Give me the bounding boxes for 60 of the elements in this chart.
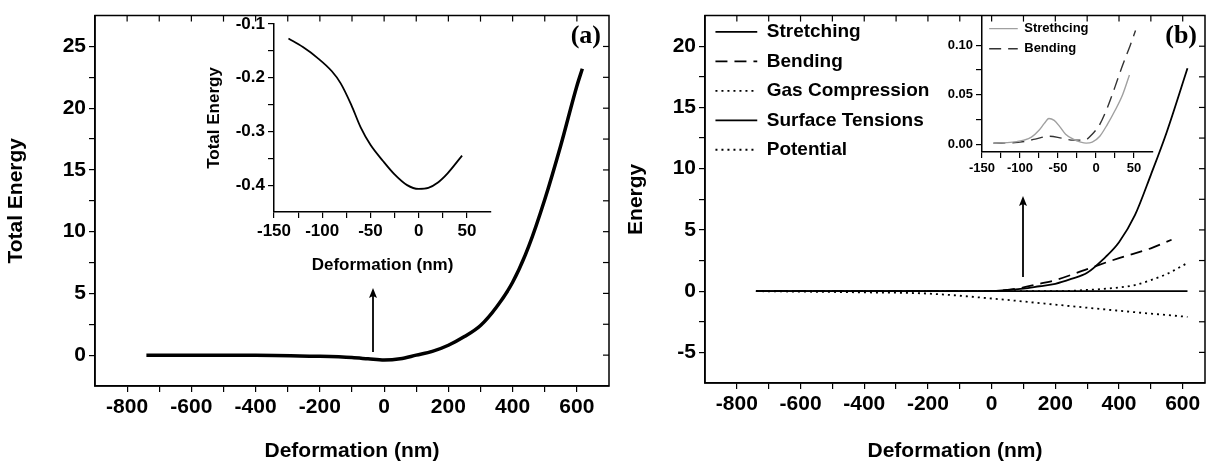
x-tick-label: 200 bbox=[430, 394, 466, 418]
y-tick-label: 0.10 bbox=[947, 36, 973, 52]
y-tick-label: 0.05 bbox=[947, 86, 973, 102]
x-tick-label: -50 bbox=[1048, 160, 1068, 176]
legend-label: Potential bbox=[766, 137, 847, 159]
y-tick-label: 25 bbox=[62, 33, 87, 57]
x-tick-label: 200 bbox=[1037, 391, 1073, 415]
x-tick-label: 0 bbox=[413, 220, 424, 240]
legend-label: Bending bbox=[766, 49, 843, 71]
y-axis-title: Total Energy bbox=[3, 137, 27, 264]
x-tick-label: -150 bbox=[968, 160, 996, 176]
x-axis-title: Deformation (nm) bbox=[264, 438, 440, 462]
y-tick-label: 5 bbox=[74, 280, 87, 304]
y-tick-label: 0 bbox=[684, 277, 696, 301]
x-tick-label: 0 bbox=[985, 391, 998, 415]
legend-label: Bending bbox=[1024, 40, 1077, 56]
x-tick-label: -400 bbox=[234, 394, 277, 418]
x-tick-label: -200 bbox=[906, 391, 949, 415]
x-tick-label: 400 bbox=[1101, 391, 1137, 415]
y-axis-title: Total Energy bbox=[203, 66, 223, 169]
x-tick-label: 50 bbox=[1126, 160, 1142, 176]
y-tick-label: -0.4 bbox=[235, 174, 266, 194]
y-axis-title: Energy bbox=[623, 163, 647, 235]
x-tick-label: -200 bbox=[298, 394, 341, 418]
y-tick-label: -0.3 bbox=[235, 121, 265, 141]
y-tick-label: 5 bbox=[684, 216, 697, 240]
x-tick-label: 0 bbox=[378, 394, 390, 418]
y-tick-label: 20 bbox=[672, 33, 696, 57]
y-tick-label: -5 bbox=[677, 339, 697, 363]
annotation: (b) bbox=[1165, 20, 1197, 50]
x-tick-label: 600 bbox=[559, 394, 595, 418]
legend-label: Strethcing bbox=[1024, 20, 1089, 36]
y-tick-label: 0 bbox=[74, 341, 86, 365]
x-axis-title: Deformation (nm) bbox=[867, 438, 1043, 462]
y-tick-label: 10 bbox=[62, 218, 86, 242]
x-tick-label: 50 bbox=[457, 220, 477, 240]
y-tick-label: 10 bbox=[672, 155, 696, 179]
x-tick-label: -100 bbox=[1006, 160, 1034, 176]
y-tick-label: 15 bbox=[672, 94, 697, 118]
x-tick-label: -600 bbox=[170, 394, 213, 418]
x-tick-label: -50 bbox=[358, 220, 383, 240]
y-tick-label: 15 bbox=[62, 156, 87, 180]
x-tick-label: -100 bbox=[305, 220, 340, 240]
x-tick-label: 600 bbox=[1165, 391, 1201, 415]
legend-label: Gas Compression bbox=[766, 79, 930, 101]
x-axis-title: Deformation (nm) bbox=[311, 255, 454, 275]
annotation: (a) bbox=[570, 20, 601, 50]
x-tick-label: -600 bbox=[779, 391, 822, 415]
x-tick-label: 400 bbox=[495, 394, 531, 418]
x-tick-label: -150 bbox=[256, 220, 292, 240]
x-tick-label: 0 bbox=[1092, 160, 1100, 176]
y-tick-label: -0.2 bbox=[235, 67, 265, 87]
y-tick-label: -0.1 bbox=[235, 13, 265, 33]
y-tick-label: 0.00 bbox=[947, 135, 973, 151]
legend-label: Stretching bbox=[766, 20, 861, 42]
legend-label: Surface Tensions bbox=[766, 108, 924, 130]
x-tick-label: -800 bbox=[106, 394, 149, 418]
x-tick-label: -800 bbox=[715, 391, 758, 415]
x-tick-label: -400 bbox=[843, 391, 886, 415]
y-tick-label: 20 bbox=[62, 95, 86, 118]
